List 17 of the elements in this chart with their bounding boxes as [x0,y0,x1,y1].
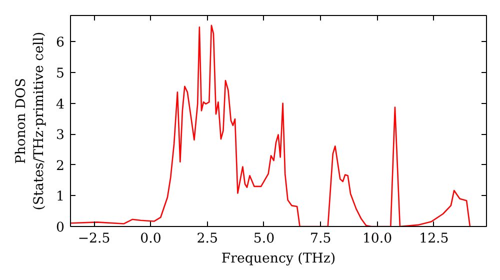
x-tick-label: −2.5 [78,232,110,246]
y-tick-label: 0 [56,220,65,236]
y-axis-title: Phonon DOS (States/THz·primitive cell) [14,32,48,210]
y-tick-label: 1 [56,190,65,205]
x-tick-label: 7.5 [310,232,332,246]
y-tick-label: 6 [56,36,65,51]
x-tick-label: 10.0 [362,232,392,246]
line-series [70,24,471,226]
x-tick-label: 0.0 [140,232,162,246]
x-tick-label: 12.5 [419,232,449,246]
y-tick-label: 2 [56,158,65,174]
y-tick-label: 3 [56,128,65,144]
y-tick-label: 5 [56,66,65,82]
x-tick-label: 2.5 [196,232,218,246]
x-axis-title: Frequency (THz) [221,252,336,266]
x-tick-label: 5.0 [253,232,275,246]
y-tick-label: 4 [56,97,65,112]
